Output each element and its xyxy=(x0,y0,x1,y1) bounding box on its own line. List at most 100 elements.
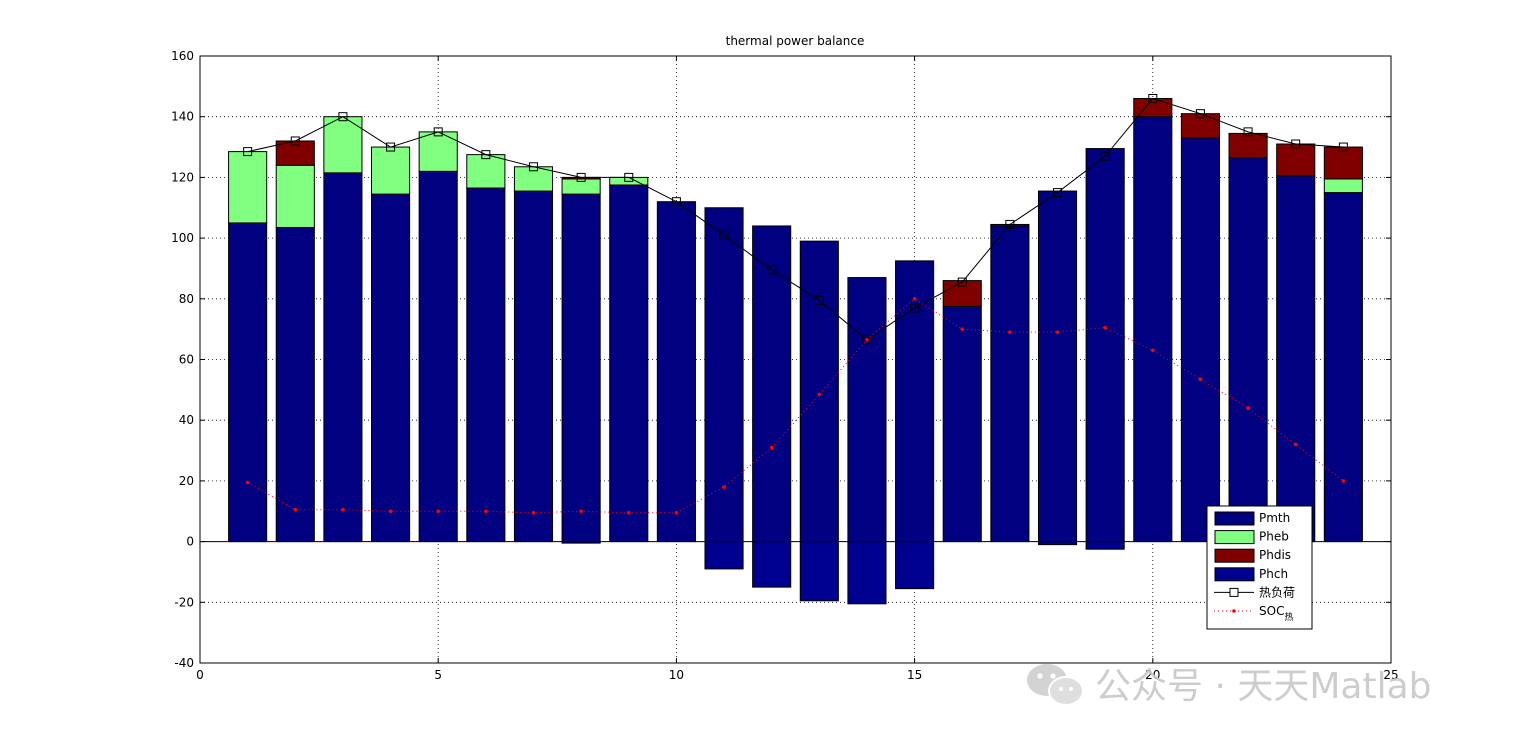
y-tick-label: 40 xyxy=(179,413,194,427)
legend-label-main: Phch xyxy=(1259,567,1288,581)
bar-pmth xyxy=(990,225,1030,543)
legend-label-main: SOC xyxy=(1259,604,1284,618)
legend-label: Pheb xyxy=(1259,530,1289,544)
watermark-text: 公众号 · 天天Matlab xyxy=(1095,666,1431,707)
wechat-icon xyxy=(1027,664,1084,706)
legend-label-main: 热负荷 xyxy=(1259,585,1295,599)
legend-label-subscript: 热 xyxy=(1284,611,1293,623)
bar-pmth xyxy=(466,187,506,543)
heat-load-marker xyxy=(814,295,824,305)
legend-swatch-pmth xyxy=(1214,511,1255,526)
legend-label-main: Pheb xyxy=(1259,530,1289,544)
heat-load-marker xyxy=(1243,127,1253,137)
x-tick-label: 25 xyxy=(1383,668,1398,682)
bar-pheb xyxy=(1323,178,1363,194)
bar-phch xyxy=(799,541,839,602)
legend-label-main: Phdis xyxy=(1259,548,1291,562)
heat-load-marker xyxy=(862,335,872,345)
soc-marker xyxy=(1151,348,1155,353)
bar-phch xyxy=(847,541,887,605)
heat-load-marker xyxy=(1100,151,1110,161)
soc-marker xyxy=(1055,330,1060,334)
bar-pmth xyxy=(418,170,458,543)
bar-pmth xyxy=(704,207,744,543)
lines xyxy=(243,93,1348,515)
soc-marker xyxy=(531,510,536,515)
soc-marker xyxy=(817,392,822,397)
soc-marker xyxy=(1293,442,1298,447)
bar-pmth xyxy=(1228,157,1268,543)
legend-swatch-phch xyxy=(1214,567,1255,582)
bar-pmth xyxy=(847,277,887,543)
soc-marker xyxy=(865,337,869,342)
bar-pmth xyxy=(371,193,411,543)
bar-pmth xyxy=(799,240,839,543)
heat-load-marker xyxy=(910,303,920,313)
heat-load-marker xyxy=(243,147,253,157)
heat-load-marker xyxy=(671,197,681,207)
soc-marker xyxy=(626,510,631,515)
bar-pmth xyxy=(561,193,601,543)
bar-phch xyxy=(1085,541,1125,550)
soc-marker xyxy=(245,480,250,485)
heat-load-marker xyxy=(386,142,396,152)
heat-load-marker xyxy=(576,172,586,182)
legend-swatch-phdis xyxy=(1214,548,1255,563)
y-tick-label: -40 xyxy=(174,656,194,670)
bar-pmth xyxy=(942,305,982,543)
bar-pmth xyxy=(1276,175,1316,543)
bar-pheb xyxy=(371,146,411,195)
bar-phch xyxy=(704,541,744,570)
heat-load-marker xyxy=(481,150,491,160)
bar-pmth xyxy=(275,226,315,543)
bar-phdis xyxy=(942,280,982,307)
legend: Pmth Pheb Phdis Phch 热负荷 SOC热 xyxy=(1206,505,1313,630)
x-tick-label: 0 xyxy=(196,668,204,682)
watermark: 公众号 · 天天Matlab xyxy=(1027,664,1431,707)
heat-load-marker xyxy=(1291,139,1301,149)
legend-label: SOC热 xyxy=(1259,604,1293,623)
bar-pmth xyxy=(1323,192,1363,543)
y-tick-label: 20 xyxy=(179,474,194,488)
heat-load-marker xyxy=(1005,219,1015,229)
bar-pmth xyxy=(1085,148,1125,543)
y-tick-label: 100 xyxy=(171,231,194,245)
heat-load-marker xyxy=(624,172,634,182)
soc-marker xyxy=(960,327,965,331)
x-tick-label: 5 xyxy=(434,668,442,682)
soc-line xyxy=(247,298,1344,514)
bar-phdis xyxy=(1228,132,1268,159)
soc-marker xyxy=(1103,325,1107,330)
legend-label: Phch xyxy=(1259,567,1288,581)
bar-pheb xyxy=(275,164,315,228)
soc-marker xyxy=(769,445,774,450)
soc-marker xyxy=(912,297,917,301)
soc-marker xyxy=(1198,377,1203,382)
bar-phch xyxy=(752,541,792,588)
soc-marker xyxy=(579,509,583,514)
y-tick-label: 0 xyxy=(186,535,194,549)
y-tick-label: 160 xyxy=(171,49,194,63)
soc-marker xyxy=(293,507,298,512)
bar-phch xyxy=(895,541,935,590)
heat-load-line xyxy=(247,97,1344,341)
heat-load-marker xyxy=(1148,93,1158,103)
soc-marker xyxy=(674,510,679,515)
bar-pmth xyxy=(609,184,649,543)
legend-marker-soc xyxy=(1232,609,1236,613)
chart-title: thermal power balance xyxy=(726,34,865,48)
legend-swatch-pheb xyxy=(1214,530,1255,545)
axis-ticks: 0 5 10 15 20 25 -40 -20 0 20 40 60 80 100 120 140 160 xyxy=(171,49,1399,682)
bar-pmth xyxy=(513,190,554,543)
soc-marker xyxy=(484,509,488,514)
bar-pmth xyxy=(656,201,696,543)
legend-label: Pmth xyxy=(1259,511,1290,525)
heat-load-marker xyxy=(1053,188,1063,198)
bar-pheb xyxy=(228,151,268,224)
x-tick-label: 15 xyxy=(907,668,922,682)
heat-load-marker xyxy=(1195,109,1205,119)
bar-phdis xyxy=(1323,146,1363,180)
soc-marker xyxy=(388,509,393,514)
bar-pmth xyxy=(228,222,268,543)
